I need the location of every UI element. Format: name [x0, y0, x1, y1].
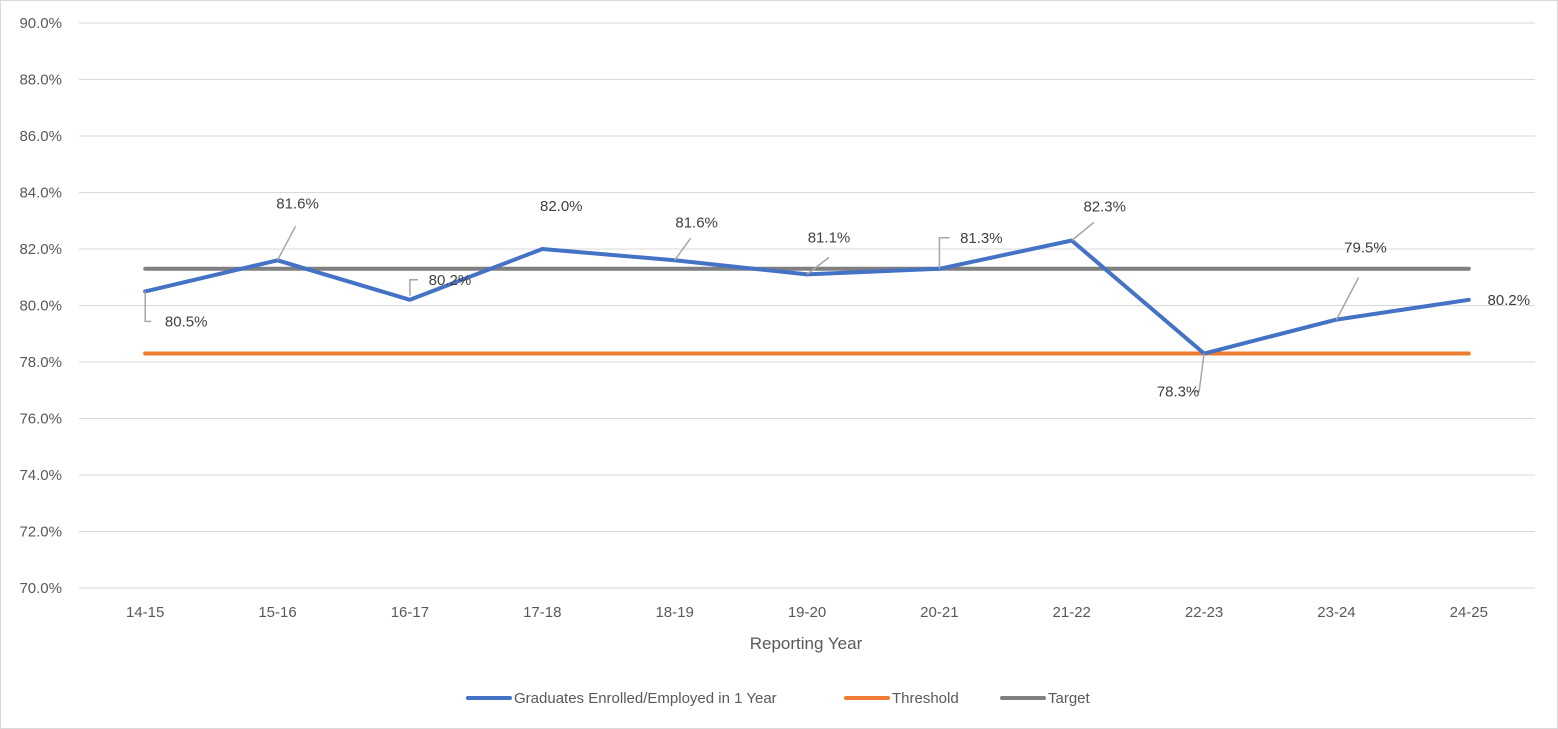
data-label: 81.3% — [960, 230, 1003, 247]
data-label: 80.2% — [429, 272, 472, 289]
data-label: 78.3% — [1157, 384, 1200, 401]
data-label-leader — [1071, 221, 1095, 242]
x-tick-label: 17-18 — [523, 604, 561, 621]
data-label: 79.5% — [1344, 240, 1387, 257]
gridlines — [79, 22, 1535, 589]
x-tick-label: 23-24 — [1317, 604, 1355, 621]
y-tick-label: 78.0% — [19, 354, 62, 371]
y-tick-label: 80.0% — [19, 298, 62, 315]
x-tick-label: 18-19 — [655, 604, 693, 621]
data-label-leader — [1335, 277, 1360, 320]
data-labels: 80.5% 81.6% 80.2% 82.0% 81.6% 81.1% 81.3% 82.3%… — [165, 195, 1530, 400]
x-tick-label: 22-23 — [1185, 604, 1223, 621]
legend-label: Threshold — [892, 690, 959, 707]
legend-item: Threshold — [844, 690, 959, 707]
x-axis-ticks: 14-15 15-16 16-17 17-18 18-19 19-20 20-21 21-22… — [126, 604, 1488, 621]
data-label-leader — [806, 256, 830, 275]
series-lines — [143, 238, 1471, 356]
y-tick-label: 76.0% — [19, 411, 62, 428]
y-tick-label: 88.0% — [19, 72, 62, 89]
y-tick-label: 90.0% — [19, 15, 62, 32]
data-label-leader — [276, 225, 297, 261]
data-label: 82.0% — [540, 198, 583, 215]
y-tick-label: 70.0% — [19, 580, 62, 597]
data-label: 80.2% — [1488, 292, 1531, 309]
y-axis-ticks: 70.0% 72.0% 74.0% 76.0% 78.0% 80.0% 82.0% 84.0%… — [19, 15, 62, 597]
data-label-leader — [673, 237, 692, 261]
y-tick-label: 86.0% — [19, 128, 62, 145]
y-tick-label: 72.0% — [19, 524, 62, 541]
data-label-leader — [1192, 353, 1205, 393]
data-label-leader — [144, 291, 152, 323]
legend-item: Graduates Enrolled/Employed in 1 Year — [466, 690, 777, 707]
legend-label: Graduates Enrolled/Employed in 1 Year — [514, 690, 777, 707]
legend: Graduates Enrolled/Employed in 1 Year Thr… — [466, 690, 1091, 707]
series-line-graduates-enrolled-employed-in-1-year — [143, 238, 1471, 356]
x-tick-label: 14-15 — [126, 604, 164, 621]
x-axis-title: Reporting Year — [750, 634, 863, 653]
data-label-leaders — [144, 221, 1360, 393]
data-label: 82.3% — [1083, 199, 1126, 216]
data-label: 81.6% — [675, 214, 718, 231]
x-tick-label: 15-16 — [258, 604, 296, 621]
data-label: 80.5% — [165, 313, 208, 330]
x-tick-label: 24-25 — [1450, 604, 1488, 621]
data-label: 81.6% — [276, 195, 319, 212]
y-tick-label: 74.0% — [19, 467, 62, 484]
x-tick-label: 20-21 — [920, 604, 958, 621]
legend-label: Target — [1048, 690, 1091, 707]
y-tick-label: 82.0% — [19, 241, 62, 258]
x-tick-label: 21-22 — [1053, 604, 1091, 621]
x-tick-label: 19-20 — [788, 604, 826, 621]
data-label-leader — [409, 279, 418, 296]
x-tick-label: 16-17 — [391, 604, 429, 621]
legend-item: Target — [1000, 690, 1091, 707]
y-tick-label: 84.0% — [19, 185, 62, 202]
data-label-leader — [938, 237, 950, 269]
data-label: 81.1% — [808, 229, 851, 246]
